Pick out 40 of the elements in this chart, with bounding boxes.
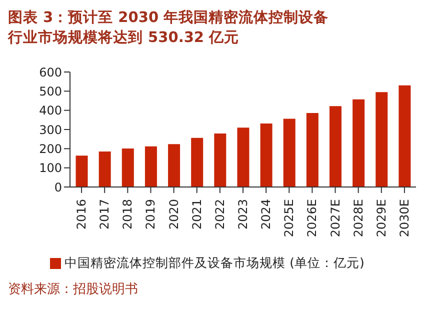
bar <box>330 106 342 187</box>
y-tick-label: 600 <box>39 65 62 80</box>
x-tick-label: 2029E <box>374 199 388 238</box>
bar <box>398 85 411 187</box>
bar <box>214 134 226 187</box>
bar <box>260 124 272 187</box>
bar <box>376 92 388 187</box>
x-tick-label: 2023 <box>236 199 250 230</box>
y-tick-label: 100 <box>39 161 62 176</box>
x-tick-label: 2028E <box>351 199 366 238</box>
x-tick-label: 2024 <box>259 199 274 230</box>
y-tick-label: 400 <box>39 104 62 118</box>
bar <box>76 156 88 187</box>
x-tick-label: 2019 <box>144 199 158 230</box>
x-tick-label: 2018 <box>120 199 135 230</box>
bar <box>122 148 134 187</box>
y-tick-label: 200 <box>39 142 62 156</box>
bar <box>352 99 365 187</box>
bar <box>306 113 318 187</box>
x-tick-label: 2026E <box>305 199 320 238</box>
x-tick-label: 2025E <box>282 199 296 238</box>
y-tick-label: 0 <box>54 180 62 194</box>
x-tick-label: 2027E <box>328 199 342 238</box>
y-tick-label: 300 <box>39 122 62 137</box>
text: 资料来源：招股说明书 <box>8 281 139 298</box>
bar <box>283 118 296 187</box>
legend-label: 中国精密流体控制部件及设备市场规模 (单位：亿元) <box>64 255 364 270</box>
y-tick-label: 500 <box>39 84 62 98</box>
x-tick-label: 2022 <box>212 199 227 230</box>
chart-title: 图表 3：预计至 2030 年我国精密流体控制设备行业市场规模将达到 530.32 亿元 <box>8 8 330 48</box>
x-tick-label: 2021 <box>190 199 204 230</box>
x-tick-label: 2030E <box>397 199 412 238</box>
bar <box>191 138 204 187</box>
bar <box>237 128 250 187</box>
bar <box>98 152 111 187</box>
x-tick-label: 2016 <box>74 199 89 230</box>
bar <box>144 146 157 187</box>
x-tick-label: 2017 <box>98 199 112 230</box>
bar <box>168 144 180 187</box>
x-tick-label: 2020 <box>166 199 181 230</box>
